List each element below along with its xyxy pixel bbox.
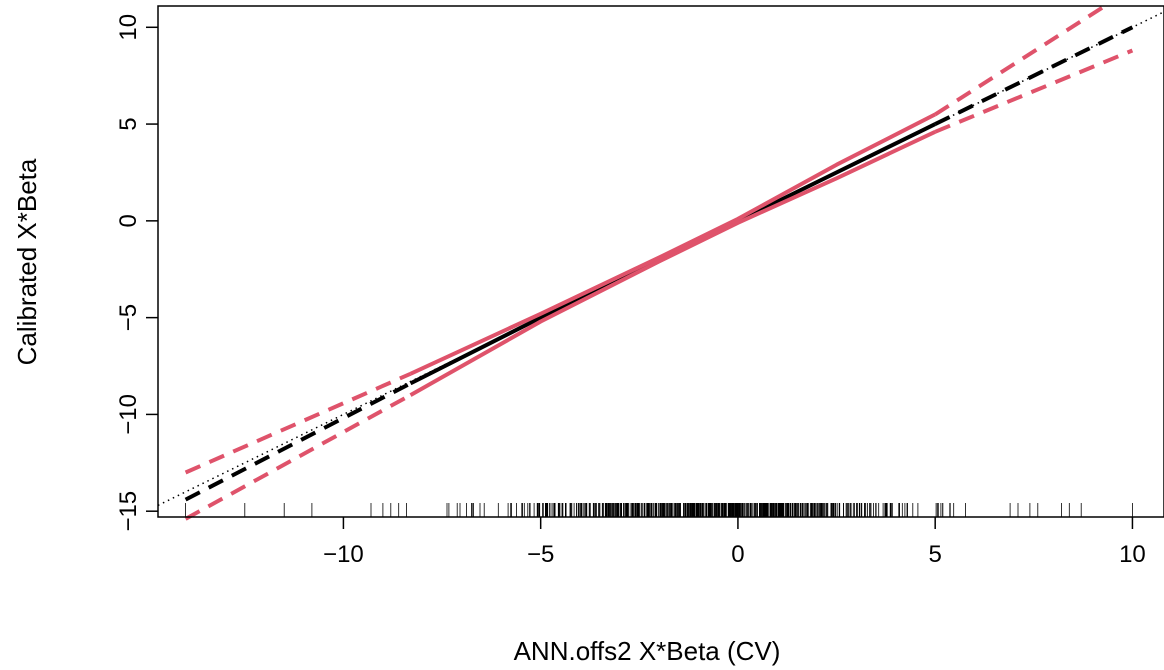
series-line-2 — [184, 381, 412, 502]
series-line-7 — [184, 393, 412, 521]
x-tick-label: 10 — [1119, 541, 1146, 568]
x-tick-label: −10 — [323, 541, 364, 568]
rug-layer — [185, 503, 1133, 517]
series-line-5 — [409, 129, 937, 397]
y-axis-title: Calibrated X*Beta — [12, 158, 42, 365]
series-line-8 — [934, 4, 1106, 117]
series-line-3 — [934, 25, 1134, 126]
plot-frame — [157, 5, 1164, 518]
y-tick-label: 5 — [115, 117, 142, 130]
y-tick-label: −10 — [115, 394, 142, 435]
series-layer — [157, 4, 1164, 521]
y-tick-label: −5 — [115, 304, 142, 331]
series-line-9 — [934, 48, 1134, 134]
x-tick-label: 5 — [929, 541, 942, 568]
y-tick-label: 10 — [115, 14, 142, 41]
x-tick-label: −5 — [527, 541, 554, 568]
series-line-4 — [409, 112, 937, 376]
y-axis: −15 −10 −5 0 5 10 — [115, 14, 158, 532]
y-tick-label: −15 — [115, 491, 142, 532]
y-tick-label: 0 — [115, 214, 142, 227]
series-line-6 — [184, 371, 412, 475]
x-tick-label: 0 — [731, 541, 744, 568]
x-axis: −10 −5 0 5 10 — [323, 517, 1146, 568]
x-axis-title: ANN.offs2 X*Beta (CV) — [514, 636, 781, 666]
